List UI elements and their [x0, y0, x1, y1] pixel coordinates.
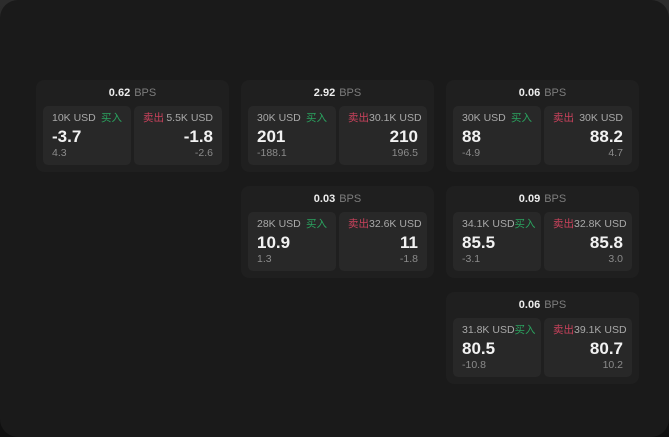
buy-amount: 28K USD: [257, 218, 301, 230]
buy-label: 买入: [514, 324, 536, 336]
buy-panel[interactable]: 30K USD 买入 88 -4.9: [453, 106, 541, 165]
sell-delta: 196.5: [391, 147, 418, 159]
buy-price: 85.5: [462, 233, 496, 252]
spread-header: 0.62 BPS: [43, 85, 222, 102]
sell-amount: 30K USD: [579, 112, 623, 124]
buy-price: 201: [257, 127, 286, 146]
buy-amount: 30K USD: [257, 112, 301, 124]
spread-unit: BPS: [339, 193, 362, 205]
sell-price: 88.2: [589, 127, 623, 146]
sell-amount: 39.1K USD: [574, 324, 627, 336]
buy-price: -3.7: [52, 127, 82, 146]
buy-price: 88: [462, 127, 481, 146]
buy-panel[interactable]: 30K USD 买入 201 -188.1: [248, 106, 336, 165]
sell-panel[interactable]: 卖出 30.1K USD 210 196.5: [339, 106, 427, 165]
sell-panel[interactable]: 卖出 30K USD 88.2 4.7: [544, 106, 632, 165]
quote-card[interactable]: 0.62 BPS 10K USD 买入 -3.7 4.3 卖出 5.5K USD: [36, 80, 229, 172]
spread-header: 0.06 BPS: [453, 85, 632, 102]
sell-delta: 3.0: [608, 253, 623, 265]
quote-card[interactable]: 2.92 BPS 30K USD 买入 201 -188.1 卖出 30.1K U…: [241, 80, 434, 172]
buy-delta: 1.3: [257, 253, 272, 265]
buy-delta: 4.3: [52, 147, 67, 159]
buy-label: 买入: [306, 218, 327, 230]
sell-label: 卖出: [348, 112, 369, 124]
buy-price: 80.5: [462, 339, 496, 358]
quote-card-grid: 0.62 BPS 10K USD 买入 -3.7 4.3 卖出 5.5K USD: [36, 80, 639, 384]
spread-unit: BPS: [544, 193, 567, 205]
spread-value: 0.06: [518, 87, 541, 99]
buy-amount: 31.8K USD: [462, 324, 515, 336]
sell-price: 11: [400, 233, 418, 252]
spread-value: 0.62: [108, 87, 131, 99]
buy-label: 买入: [306, 112, 327, 124]
sell-amount: 5.5K USD: [166, 112, 213, 124]
sell-amount: 32.6K USD: [369, 218, 422, 230]
spread-value: 0.06: [518, 299, 541, 311]
spread-header: 2.92 BPS: [248, 85, 427, 102]
quote-card[interactable]: 0.03 BPS 28K USD 买入 10.9 1.3 卖出 32.6K USD: [241, 186, 434, 278]
sell-label: 卖出: [553, 324, 574, 336]
spread-value: 0.03: [313, 193, 336, 205]
spread-unit: BPS: [544, 87, 567, 99]
buy-amount: 30K USD: [462, 112, 506, 124]
buy-delta: -4.9: [462, 147, 481, 159]
buy-label: 买入: [514, 218, 536, 230]
sell-panel[interactable]: 卖出 5.5K USD -1.8 -2.6: [134, 106, 222, 165]
buy-delta: -10.8: [462, 359, 486, 371]
buy-label: 买入: [101, 112, 122, 124]
buy-delta: -3.1: [462, 253, 481, 265]
spread-unit: BPS: [134, 87, 157, 99]
spread-header: 0.03 BPS: [248, 191, 427, 208]
sell-delta: -1.8: [399, 253, 418, 265]
buy-delta: -188.1: [257, 147, 287, 159]
quote-card[interactable]: 0.09 BPS 34.1K USD 买入 85.5 -3.1 卖出 32.8K …: [446, 186, 639, 278]
spread-header: 0.06 BPS: [453, 297, 632, 314]
sell-delta: -2.6: [194, 147, 213, 159]
buy-amount: 34.1K USD: [462, 218, 515, 230]
spread-unit: BPS: [339, 87, 362, 99]
sell-panel[interactable]: 卖出 39.1K USD 80.7 10.2: [544, 318, 632, 377]
buy-panel[interactable]: 10K USD 买入 -3.7 4.3: [43, 106, 131, 165]
sell-price: 80.7: [589, 339, 623, 358]
sell-price: 210: [389, 127, 418, 146]
sell-delta: 4.7: [608, 147, 623, 159]
quote-card[interactable]: 0.06 BPS 31.8K USD 买入 80.5 -10.8 卖出 39.1K…: [446, 292, 639, 384]
spread-value: 2.92: [313, 87, 336, 99]
sell-delta: 10.2: [602, 359, 623, 371]
sell-label: 卖出: [143, 112, 164, 124]
spread-header: 0.09 BPS: [453, 191, 632, 208]
sell-price: 85.8: [589, 233, 623, 252]
buy-label: 买入: [511, 112, 532, 124]
sell-amount: 30.1K USD: [369, 112, 422, 124]
buy-panel[interactable]: 31.8K USD 买入 80.5 -10.8: [453, 318, 541, 377]
buy-panel[interactable]: 28K USD 买入 10.9 1.3: [248, 212, 336, 271]
sell-label: 卖出: [553, 112, 574, 124]
quote-card[interactable]: 0.06 BPS 30K USD 买入 88 -4.9 卖出 30K USD: [446, 80, 639, 172]
sell-amount: 32.8K USD: [574, 218, 627, 230]
spread-value: 0.09: [518, 193, 541, 205]
sell-price: -1.8: [183, 127, 213, 146]
buy-amount: 10K USD: [52, 112, 96, 124]
sell-panel[interactable]: 卖出 32.8K USD 85.8 3.0: [544, 212, 632, 271]
buy-panel[interactable]: 34.1K USD 买入 85.5 -3.1: [453, 212, 541, 271]
spread-unit: BPS: [544, 299, 567, 311]
sell-label: 卖出: [348, 218, 369, 230]
sell-panel[interactable]: 卖出 32.6K USD 11 -1.8: [339, 212, 427, 271]
buy-price: 10.9: [257, 233, 291, 252]
sell-label: 卖出: [553, 218, 574, 230]
